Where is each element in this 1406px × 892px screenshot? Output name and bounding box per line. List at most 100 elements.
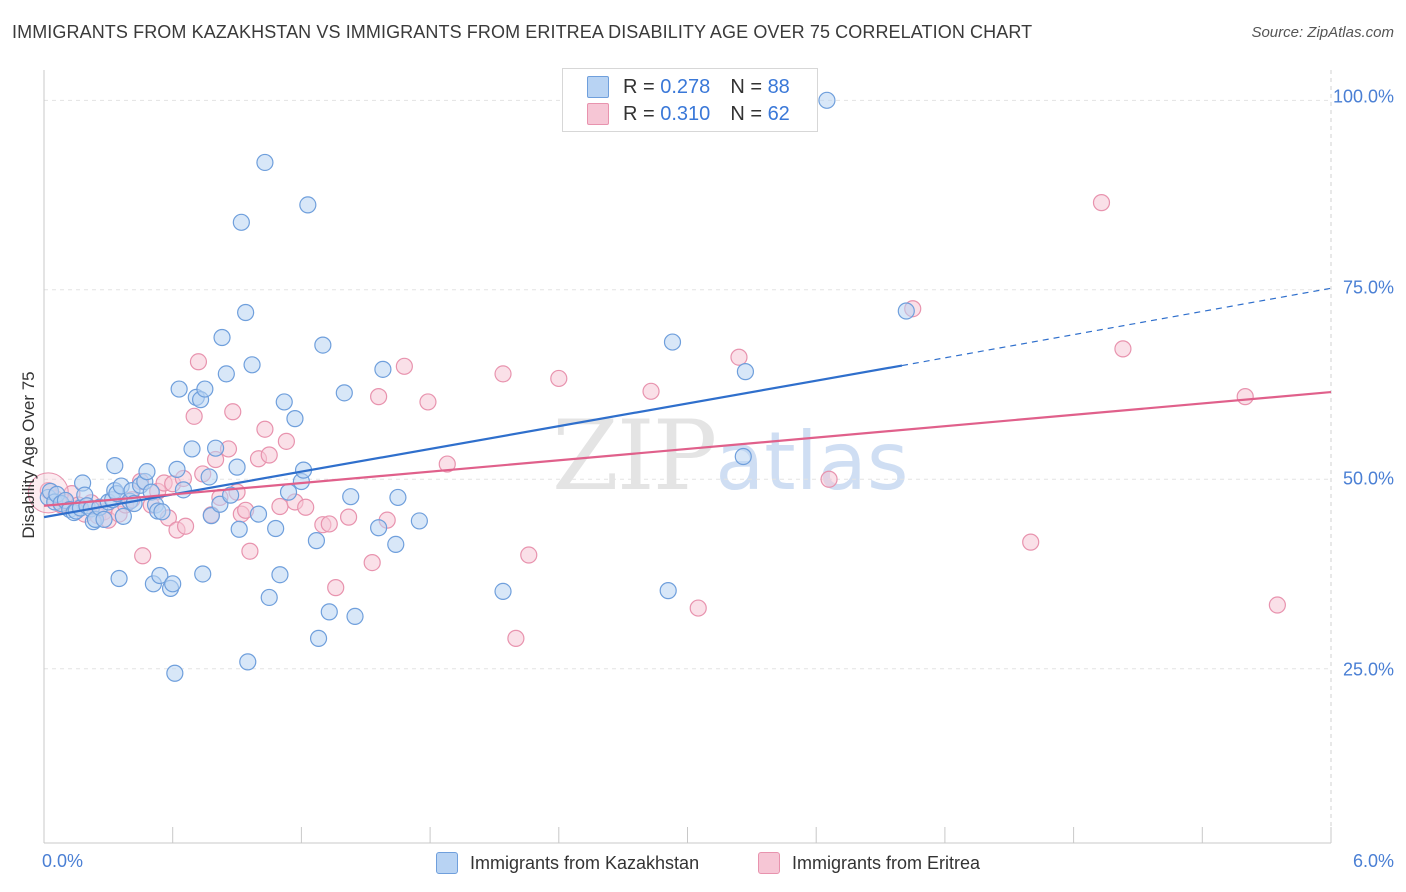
eritrea-r-value: 0.310 xyxy=(660,102,711,125)
eritrea-point xyxy=(320,515,338,533)
y-tick-50: 50.0% xyxy=(1342,468,1394,489)
kazakhstan-point xyxy=(320,603,338,621)
kazakhstan-point xyxy=(243,356,261,374)
kazakhstan-point xyxy=(389,488,407,507)
eritrea-point xyxy=(820,470,838,488)
kazakhstan-point xyxy=(387,535,405,554)
kazakhstan-point xyxy=(153,503,171,521)
y-tick-25: 25.0% xyxy=(1342,659,1394,680)
kazakhstan-point xyxy=(237,303,255,322)
eritrea-n-value: 62 xyxy=(767,102,790,125)
kazakhstan-point xyxy=(275,393,293,411)
kazakhstan-point xyxy=(183,440,201,458)
kazakhstan-point xyxy=(110,569,128,588)
eritrea-legend-label: Immigrants from Eritrea xyxy=(792,852,981,873)
kazakhstan-point xyxy=(299,196,317,214)
eritrea-trend-line xyxy=(43,390,1332,507)
legend-row-kazakhstan: R = 0.278 N = 88 xyxy=(587,76,790,98)
eritrea-point xyxy=(185,407,203,425)
eritrea-point xyxy=(260,446,278,464)
kazakhstan-point xyxy=(335,384,353,402)
kazakhstan-point xyxy=(166,664,184,682)
axes xyxy=(43,70,1332,844)
kazakhstan-points xyxy=(39,91,915,682)
eritrea-point xyxy=(1114,340,1132,358)
kazakhstan-point xyxy=(663,333,682,351)
y-tick-75: 75.0% xyxy=(1342,277,1394,298)
eritrea-point xyxy=(241,542,259,560)
kazakhstan-point xyxy=(228,458,246,476)
kazakhstan-point xyxy=(232,213,250,231)
zipatlas-watermark: ZIPatlas xyxy=(552,400,909,512)
kazakhstan-point xyxy=(659,582,677,600)
kazakhstan-trend-line xyxy=(43,364,903,519)
eritrea-point xyxy=(507,629,525,647)
kazakhstan-point xyxy=(309,629,328,647)
eritrea-point xyxy=(730,348,748,366)
eritrea-point xyxy=(339,508,358,526)
x-tick-min: 0.0% xyxy=(42,851,84,871)
eritrea-point xyxy=(642,382,660,400)
watermark-zip: ZIP xyxy=(552,400,717,512)
eritrea-point xyxy=(520,546,538,564)
kazakhstan-point xyxy=(217,365,235,383)
kazakhstan-point xyxy=(194,565,212,583)
kazakhstan-point xyxy=(736,363,755,381)
eritrea-point xyxy=(689,599,707,617)
eritrea-point xyxy=(363,553,381,572)
eritrea-points xyxy=(27,194,1286,647)
chart-title: IMMIGRANTS FROM KAZAKHSTAN VS IMMIGRANTS… xyxy=(12,22,1033,42)
stats-legend: R = 0.278 N = 88 R = 0.310 N = 62 xyxy=(562,68,818,132)
kazakhstan-point xyxy=(267,519,285,538)
eritrea-point xyxy=(176,517,195,535)
eritrea-point xyxy=(256,420,274,438)
eritrea-point xyxy=(1092,194,1111,212)
kazakhstan-point xyxy=(314,336,332,354)
kazakhstan-point xyxy=(174,481,193,499)
kazakhstan-trend-extension xyxy=(901,287,1332,367)
kazakhstan-point xyxy=(410,512,428,530)
kazakhstan-point xyxy=(170,380,188,398)
bottom-legend-eritrea: Immigrants from Eritrea xyxy=(758,852,980,874)
eritrea-point xyxy=(327,579,345,597)
kazakhstan-r-value: 0.278 xyxy=(660,75,711,98)
eritrea-point xyxy=(395,357,413,375)
trend-lines xyxy=(43,287,1332,519)
kazakhstan-point xyxy=(286,410,304,428)
eritrea-point xyxy=(1268,596,1286,614)
kazakhstan-point xyxy=(114,507,132,525)
kazakhstan-point xyxy=(370,519,388,537)
eritrea-point xyxy=(277,432,295,450)
kazakhstan-point xyxy=(342,488,360,506)
kazakhstan-point xyxy=(106,456,124,475)
eritrea-point xyxy=(550,369,568,388)
kazakhstan-point xyxy=(307,532,326,550)
kazakhstan-point xyxy=(207,439,225,457)
eritrea-legend-swatch xyxy=(758,852,780,874)
kazakhstan-legend-swatch xyxy=(436,852,458,874)
eritrea-point xyxy=(224,403,242,421)
kazakhstan-point xyxy=(151,566,169,585)
kazakhstan-point xyxy=(95,510,113,529)
kazakhstan-point xyxy=(256,153,274,172)
kazakhstan-point xyxy=(271,566,289,584)
kazakhstan-point xyxy=(279,483,298,501)
x-tick-max: 6.0% xyxy=(1352,851,1394,871)
kazakhstan-point xyxy=(818,91,836,109)
eritrea-point xyxy=(134,547,152,565)
kazakhstan-point xyxy=(897,302,915,320)
eritrea-point xyxy=(1236,388,1254,406)
kazakhstan-n-value: 88 xyxy=(767,75,790,98)
n-label: N = xyxy=(730,75,762,98)
legend-row-eritrea: R = 0.310 N = 62 xyxy=(587,103,790,125)
eritrea-point xyxy=(438,455,456,473)
kazakhstan-point xyxy=(494,582,512,600)
y-axis-title: Disability Age Over 75 xyxy=(19,371,38,539)
bottom-legend-kazakhstan: Immigrants from Kazakhstan xyxy=(436,852,699,874)
kazakhstan-point xyxy=(260,588,278,607)
eritrea-point xyxy=(370,388,388,406)
gridlines xyxy=(43,70,1332,843)
kazakhstan-point xyxy=(168,460,186,478)
kazakhstan-point xyxy=(213,328,231,347)
